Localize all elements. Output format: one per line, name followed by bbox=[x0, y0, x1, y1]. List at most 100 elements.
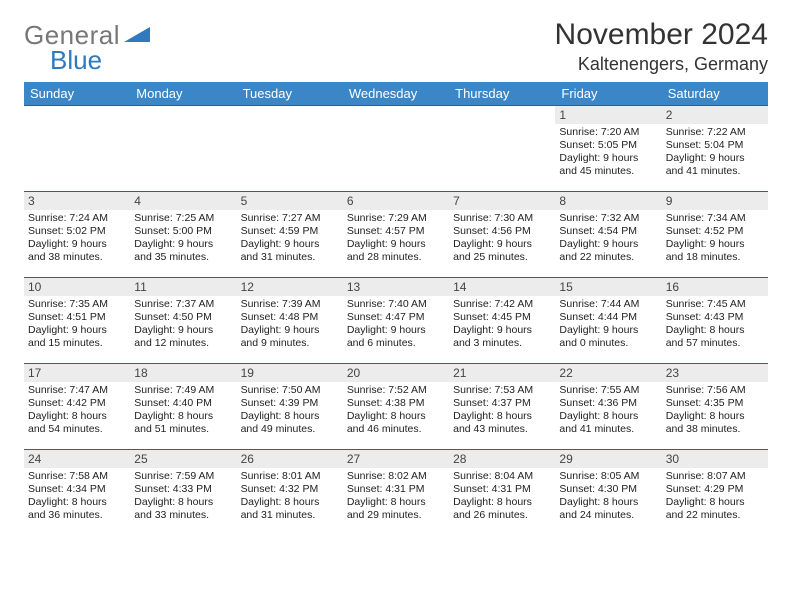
calendar-cell: 2Sunrise: 7:22 AMSunset: 5:04 PMDaylight… bbox=[662, 106, 768, 192]
calendar-cell: 21Sunrise: 7:53 AMSunset: 4:37 PMDayligh… bbox=[449, 364, 555, 450]
calendar-row: 3Sunrise: 7:24 AMSunset: 5:02 PMDaylight… bbox=[24, 192, 768, 278]
calendar-cell: 15Sunrise: 7:44 AMSunset: 4:44 PMDayligh… bbox=[555, 278, 661, 364]
calendar-row: 17Sunrise: 7:47 AMSunset: 4:42 PMDayligh… bbox=[24, 364, 768, 450]
day-content: Sunrise: 8:02 AMSunset: 4:31 PMDaylight:… bbox=[343, 468, 449, 527]
weekday-header: Thursday bbox=[449, 82, 555, 106]
day-content: Sunrise: 7:39 AMSunset: 4:48 PMDaylight:… bbox=[237, 296, 343, 355]
day-content: Sunrise: 7:40 AMSunset: 4:47 PMDaylight:… bbox=[343, 296, 449, 355]
day-number: 23 bbox=[662, 364, 768, 382]
calendar-cell: 1Sunrise: 7:20 AMSunset: 5:05 PMDaylight… bbox=[555, 106, 661, 192]
day-content: Sunrise: 8:05 AMSunset: 4:30 PMDaylight:… bbox=[555, 468, 661, 527]
day-content: Sunrise: 7:53 AMSunset: 4:37 PMDaylight:… bbox=[449, 382, 555, 441]
day-number: 9 bbox=[662, 192, 768, 210]
day-content: Sunrise: 7:29 AMSunset: 4:57 PMDaylight:… bbox=[343, 210, 449, 269]
weekday-header: Sunday bbox=[24, 82, 130, 106]
weekday-header: Saturday bbox=[662, 82, 768, 106]
calendar-cell: 25Sunrise: 7:59 AMSunset: 4:33 PMDayligh… bbox=[130, 450, 236, 536]
day-content: Sunrise: 7:25 AMSunset: 5:00 PMDaylight:… bbox=[130, 210, 236, 269]
month-title: November 2024 bbox=[555, 18, 768, 52]
calendar-cell: 24Sunrise: 7:58 AMSunset: 4:34 PMDayligh… bbox=[24, 450, 130, 536]
day-number: 11 bbox=[130, 278, 236, 296]
day-content: Sunrise: 8:01 AMSunset: 4:32 PMDaylight:… bbox=[237, 468, 343, 527]
day-number: 1 bbox=[555, 106, 661, 124]
day-number: 15 bbox=[555, 278, 661, 296]
calendar-cell: 6Sunrise: 7:29 AMSunset: 4:57 PMDaylight… bbox=[343, 192, 449, 278]
calendar-cell: 5Sunrise: 7:27 AMSunset: 4:59 PMDaylight… bbox=[237, 192, 343, 278]
calendar-cell bbox=[449, 106, 555, 192]
header: General Blue November 2024 Kaltenengers,… bbox=[24, 18, 768, 76]
calendar-cell: 26Sunrise: 8:01 AMSunset: 4:32 PMDayligh… bbox=[237, 450, 343, 536]
day-content: Sunrise: 7:27 AMSunset: 4:59 PMDaylight:… bbox=[237, 210, 343, 269]
day-number: 24 bbox=[24, 450, 130, 468]
day-number: 27 bbox=[343, 450, 449, 468]
day-number: 29 bbox=[555, 450, 661, 468]
calendar-cell: 22Sunrise: 7:55 AMSunset: 4:36 PMDayligh… bbox=[555, 364, 661, 450]
day-content: Sunrise: 7:49 AMSunset: 4:40 PMDaylight:… bbox=[130, 382, 236, 441]
calendar-cell: 29Sunrise: 8:05 AMSunset: 4:30 PMDayligh… bbox=[555, 450, 661, 536]
logo-text-blue: Blue bbox=[50, 45, 150, 76]
weekday-header: Monday bbox=[130, 82, 236, 106]
day-content: Sunrise: 7:58 AMSunset: 4:34 PMDaylight:… bbox=[24, 468, 130, 527]
day-content: Sunrise: 7:55 AMSunset: 4:36 PMDaylight:… bbox=[555, 382, 661, 441]
calendar-cell: 23Sunrise: 7:56 AMSunset: 4:35 PMDayligh… bbox=[662, 364, 768, 450]
day-number: 20 bbox=[343, 364, 449, 382]
day-content: Sunrise: 7:50 AMSunset: 4:39 PMDaylight:… bbox=[237, 382, 343, 441]
day-number: 26 bbox=[237, 450, 343, 468]
calendar-cell: 28Sunrise: 8:04 AMSunset: 4:31 PMDayligh… bbox=[449, 450, 555, 536]
calendar-cell: 30Sunrise: 8:07 AMSunset: 4:29 PMDayligh… bbox=[662, 450, 768, 536]
day-number: 10 bbox=[24, 278, 130, 296]
calendar-cell: 9Sunrise: 7:34 AMSunset: 4:52 PMDaylight… bbox=[662, 192, 768, 278]
calendar-cell bbox=[343, 106, 449, 192]
day-number: 7 bbox=[449, 192, 555, 210]
day-number: 16 bbox=[662, 278, 768, 296]
calendar-cell: 14Sunrise: 7:42 AMSunset: 4:45 PMDayligh… bbox=[449, 278, 555, 364]
calendar-cell: 12Sunrise: 7:39 AMSunset: 4:48 PMDayligh… bbox=[237, 278, 343, 364]
day-content: Sunrise: 7:47 AMSunset: 4:42 PMDaylight:… bbox=[24, 382, 130, 441]
calendar-cell: 18Sunrise: 7:49 AMSunset: 4:40 PMDayligh… bbox=[130, 364, 236, 450]
day-number: 18 bbox=[130, 364, 236, 382]
calendar-row: 1Sunrise: 7:20 AMSunset: 5:05 PMDaylight… bbox=[24, 106, 768, 192]
calendar-cell bbox=[130, 106, 236, 192]
day-content: Sunrise: 7:24 AMSunset: 5:02 PMDaylight:… bbox=[24, 210, 130, 269]
calendar-cell bbox=[237, 106, 343, 192]
calendar-cell: 19Sunrise: 7:50 AMSunset: 4:39 PMDayligh… bbox=[237, 364, 343, 450]
day-content: Sunrise: 7:42 AMSunset: 4:45 PMDaylight:… bbox=[449, 296, 555, 355]
day-content: Sunrise: 7:56 AMSunset: 4:35 PMDaylight:… bbox=[662, 382, 768, 441]
calendar-page: General Blue November 2024 Kaltenengers,… bbox=[0, 0, 792, 542]
calendar-cell: 27Sunrise: 8:02 AMSunset: 4:31 PMDayligh… bbox=[343, 450, 449, 536]
day-content: Sunrise: 7:59 AMSunset: 4:33 PMDaylight:… bbox=[130, 468, 236, 527]
weekday-header: Friday bbox=[555, 82, 661, 106]
day-number: 14 bbox=[449, 278, 555, 296]
calendar-cell: 8Sunrise: 7:32 AMSunset: 4:54 PMDaylight… bbox=[555, 192, 661, 278]
day-number: 5 bbox=[237, 192, 343, 210]
day-content: Sunrise: 7:22 AMSunset: 5:04 PMDaylight:… bbox=[662, 124, 768, 183]
day-content: Sunrise: 7:30 AMSunset: 4:56 PMDaylight:… bbox=[449, 210, 555, 269]
calendar-cell: 17Sunrise: 7:47 AMSunset: 4:42 PMDayligh… bbox=[24, 364, 130, 450]
day-content: Sunrise: 7:37 AMSunset: 4:50 PMDaylight:… bbox=[130, 296, 236, 355]
day-content: Sunrise: 7:34 AMSunset: 4:52 PMDaylight:… bbox=[662, 210, 768, 269]
day-number: 4 bbox=[130, 192, 236, 210]
day-content: Sunrise: 7:45 AMSunset: 4:43 PMDaylight:… bbox=[662, 296, 768, 355]
calendar-cell: 7Sunrise: 7:30 AMSunset: 4:56 PMDaylight… bbox=[449, 192, 555, 278]
day-content: Sunrise: 8:04 AMSunset: 4:31 PMDaylight:… bbox=[449, 468, 555, 527]
calendar-cell: 11Sunrise: 7:37 AMSunset: 4:50 PMDayligh… bbox=[130, 278, 236, 364]
day-content: Sunrise: 7:20 AMSunset: 5:05 PMDaylight:… bbox=[555, 124, 661, 183]
day-number: 2 bbox=[662, 106, 768, 124]
day-content: Sunrise: 7:32 AMSunset: 4:54 PMDaylight:… bbox=[555, 210, 661, 269]
calendar-table: Sunday Monday Tuesday Wednesday Thursday… bbox=[24, 82, 768, 536]
day-number: 30 bbox=[662, 450, 768, 468]
weekday-row: Sunday Monday Tuesday Wednesday Thursday… bbox=[24, 82, 768, 106]
day-number: 21 bbox=[449, 364, 555, 382]
day-number: 17 bbox=[24, 364, 130, 382]
calendar-row: 10Sunrise: 7:35 AMSunset: 4:51 PMDayligh… bbox=[24, 278, 768, 364]
day-content: Sunrise: 7:52 AMSunset: 4:38 PMDaylight:… bbox=[343, 382, 449, 441]
day-content: Sunrise: 7:35 AMSunset: 4:51 PMDaylight:… bbox=[24, 296, 130, 355]
calendar-cell: 3Sunrise: 7:24 AMSunset: 5:02 PMDaylight… bbox=[24, 192, 130, 278]
day-number: 3 bbox=[24, 192, 130, 210]
logo-triangle-icon bbox=[124, 24, 150, 47]
day-number: 6 bbox=[343, 192, 449, 210]
calendar-cell: 13Sunrise: 7:40 AMSunset: 4:47 PMDayligh… bbox=[343, 278, 449, 364]
weekday-header: Wednesday bbox=[343, 82, 449, 106]
day-number: 28 bbox=[449, 450, 555, 468]
title-block: November 2024 Kaltenengers, Germany bbox=[555, 18, 768, 75]
